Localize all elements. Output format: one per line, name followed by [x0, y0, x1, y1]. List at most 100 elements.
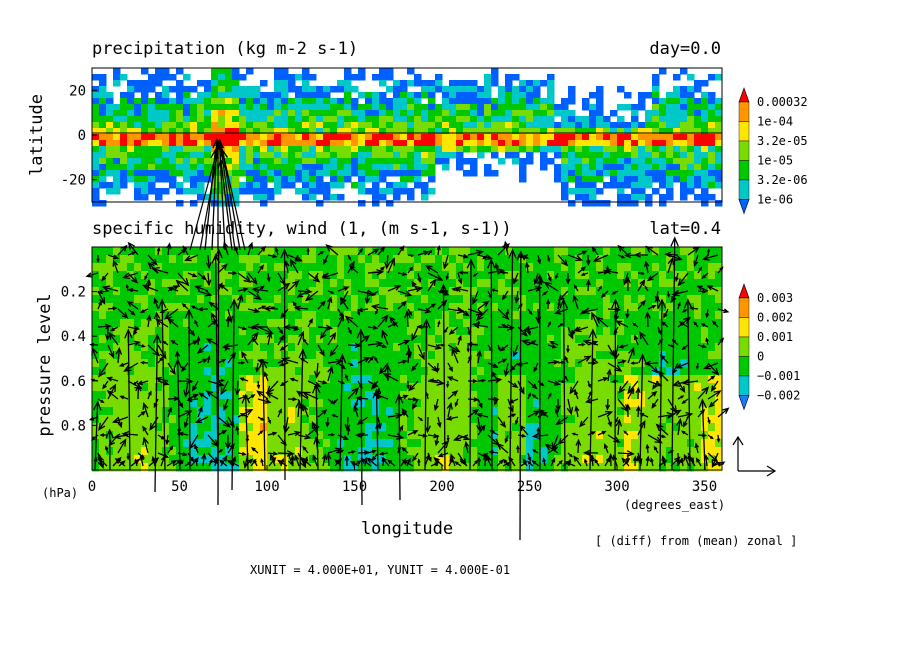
wind-vector [167, 286, 179, 292]
humidity-cell [211, 343, 219, 352]
humidity-cell [232, 319, 240, 328]
humidity-cell [253, 343, 261, 352]
humidity-cell [456, 351, 464, 360]
humidity-cell [512, 319, 520, 328]
precip-cell [456, 92, 464, 99]
precip-cell [141, 86, 149, 93]
humidity-cell [575, 279, 583, 288]
precip-cell [379, 68, 387, 75]
humidity-cell [330, 375, 338, 384]
humidity-cell [295, 311, 303, 320]
humidity-cell [687, 407, 695, 416]
humidity-cell [162, 263, 170, 272]
humidity-cell [421, 343, 429, 352]
precip-cell [386, 152, 394, 159]
humidity-cell [330, 295, 338, 304]
wind-vector [644, 285, 649, 292]
wind-vector [516, 250, 526, 541]
humidity-cell [652, 255, 660, 264]
precip-cell [421, 128, 429, 135]
humidity-cell [554, 367, 562, 376]
precip-cell [365, 158, 373, 165]
humidity-cell [428, 263, 436, 272]
humidity-cell [351, 423, 359, 432]
precip-cell [274, 92, 282, 99]
precip-cell [134, 80, 142, 87]
precip-cell [715, 200, 723, 207]
precip-cell [309, 122, 317, 129]
precip-cell [190, 128, 198, 135]
humidity-cell [617, 455, 625, 464]
humidity-cell [596, 303, 604, 312]
humidity-cell [253, 463, 261, 472]
humidity-cell [477, 367, 485, 376]
precip-cell [358, 116, 366, 123]
humidity-cell [533, 391, 541, 400]
precip-cell [246, 86, 254, 93]
precip-cell [519, 116, 527, 123]
humidity-cell [141, 391, 149, 400]
precip-cell [652, 176, 660, 183]
precip-cell [498, 134, 506, 141]
wind-vector [354, 398, 359, 408]
wind-vector [142, 402, 149, 418]
humidity-cell [253, 263, 261, 272]
precip-cell [365, 116, 373, 123]
precip-cell [386, 86, 394, 93]
humidity-cell [540, 383, 548, 392]
humidity-cell [183, 343, 191, 352]
wind-vector [229, 298, 239, 491]
humidity-cell [652, 287, 660, 296]
humidity-cell [673, 375, 681, 384]
humidity-cell [624, 423, 632, 432]
humidity-cell [491, 455, 499, 464]
precip-cell [400, 116, 408, 123]
precip-cell [176, 170, 184, 177]
precip-cell [624, 200, 632, 207]
humidity-cell [337, 271, 345, 280]
humidity-cell [694, 351, 702, 360]
precip-cell [659, 170, 667, 177]
humidity-cell [659, 351, 667, 360]
precip-cell [568, 152, 576, 159]
humidity-cell [393, 455, 401, 464]
humidity-cell [351, 319, 359, 328]
precip-cell [190, 98, 198, 105]
wind-vector [101, 285, 119, 292]
precip-cell [687, 158, 695, 165]
precip-cell [148, 140, 156, 147]
humidity-cell [407, 375, 415, 384]
precip-cell [99, 128, 107, 135]
humidity-cell [330, 263, 338, 272]
precip-cell [127, 158, 135, 165]
humidity-cell [302, 255, 310, 264]
humidity-cell [309, 415, 317, 424]
precip-cell [659, 200, 667, 207]
humidity-cell [645, 295, 653, 304]
humidity-cell [358, 279, 366, 288]
precip-cell [169, 98, 177, 105]
humidity-cell [393, 335, 401, 344]
humidity-cell [645, 351, 653, 360]
precip-cell [442, 86, 450, 93]
humidity-cell [372, 343, 380, 352]
precip-cell [176, 128, 184, 135]
precip-cell [491, 146, 499, 153]
humidity-cell [631, 407, 639, 416]
humidity-cell [680, 447, 688, 456]
humidity-cell [106, 271, 114, 280]
humidity-cell [715, 455, 723, 464]
humidity-cell [120, 303, 128, 312]
humidity-cell [449, 415, 457, 424]
humidity-cell [673, 367, 681, 376]
wind-vector [184, 254, 199, 262]
humidity-cell [183, 335, 191, 344]
humidity-cell [295, 367, 303, 376]
precip-cell [484, 134, 492, 141]
precip-cell [701, 140, 709, 147]
humidity-cell [421, 383, 429, 392]
humidity-cell [393, 439, 401, 448]
wind-vector [406, 457, 411, 467]
humidity-cell [302, 295, 310, 304]
precip-cell [442, 152, 450, 159]
